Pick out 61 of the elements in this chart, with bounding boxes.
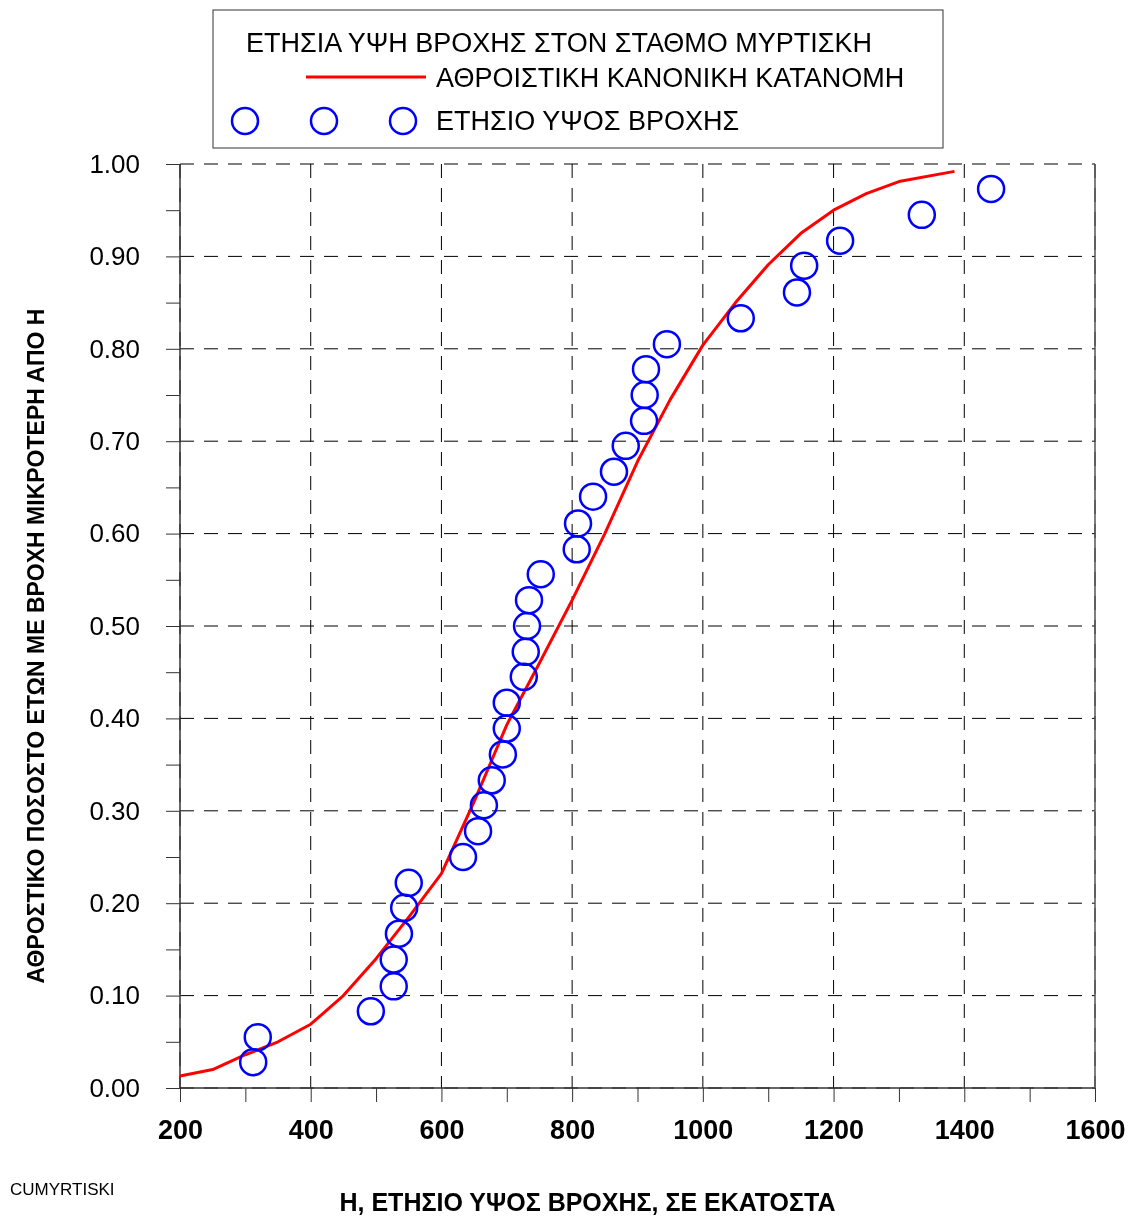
point: [630, 380, 659, 410]
point: [789, 251, 819, 280]
point: [578, 482, 608, 511]
point: [726, 304, 756, 333]
text: CUMYRTISKI: [10, 1180, 115, 1199]
point: [511, 637, 540, 667]
point: [379, 972, 408, 1001]
y-tick-label: 0.80: [89, 333, 140, 364]
legend-title: ΕΤΗΣΙΑ ΥΨΗ ΒΡΟΧΗΣ ΣΤΟΝ ΣΤΑΘΜΟ ΜΥΡΤΙΣΚΗ: [246, 28, 873, 58]
point: [629, 406, 659, 436]
point: [526, 560, 556, 589]
point: [825, 226, 855, 255]
y-tick-label: 0.20: [89, 888, 140, 919]
point: [379, 945, 408, 974]
point: [492, 714, 522, 743]
point: [389, 893, 419, 923]
y-tick-label: 0.00: [89, 1072, 140, 1103]
y-tick-label: 0.50: [89, 610, 140, 641]
x-axis-title: Η, ΕΤΗΣΙΟ ΥΨΟΣ ΒΡΟΧΗΣ, ΣΕ ΕΚΑΤΟΣΤΑ: [339, 1188, 836, 1216]
point: [631, 354, 661, 384]
point: [356, 997, 386, 1026]
y-tick-label: 0.70: [89, 426, 140, 457]
point: [463, 816, 493, 846]
x-tick-label: 1000: [673, 1115, 734, 1146]
point: [509, 662, 539, 692]
y-tick-label: 0.40: [89, 703, 140, 734]
point: [512, 611, 542, 641]
point: [563, 509, 593, 538]
line-series: [178, 169, 956, 1078]
point: [562, 535, 591, 564]
point: [384, 919, 414, 948]
point: [488, 740, 518, 769]
legend-label: ΑΘΡΟΙΣΤΙΚΗ ΚΑΝΟΝΙΚΗ ΚΑΤΑΝΟΜΗ: [436, 63, 905, 93]
point: [492, 688, 522, 717]
y-tick-label: 0.10: [89, 980, 140, 1011]
point: [611, 431, 640, 461]
point: [477, 766, 506, 795]
point: [652, 329, 682, 359]
point: [976, 174, 1006, 204]
x-tick-label: 600: [419, 1115, 465, 1146]
y-tick-label: 0.90: [89, 241, 140, 272]
y-tick-label: 1.00: [89, 148, 140, 179]
y-tick-label: 0.30: [89, 795, 140, 826]
point: [599, 457, 629, 486]
x-tick-label: 1600: [1065, 1115, 1126, 1146]
point: [448, 842, 478, 872]
x-tick-label: 1200: [804, 1115, 865, 1146]
x-tick-label: 1400: [934, 1115, 995, 1146]
point: [469, 791, 499, 820]
point: [514, 585, 544, 615]
point: [238, 1047, 268, 1077]
point: [907, 200, 937, 230]
point: [394, 868, 423, 898]
x-tick-label: 400: [288, 1115, 334, 1146]
legend-label: ΕΤΗΣΙΟ ΥΨΟΣ ΒΡΟΧΗΣ: [436, 106, 740, 136]
y-axis-title: ΑΘΡΟΣΤΙΚΟ ΠΟΣΟΣΤΟ ΕΤΩΝ ΜΕ ΒΡΟΧΗ ΜΙΚΡΟΤΕΡΗ ΑΠΟ Η: [23, 308, 49, 984]
x-tick-label: 800: [550, 1115, 596, 1146]
x-tick-label: 200: [157, 1115, 204, 1146]
point: [243, 1022, 273, 1052]
point: [782, 278, 812, 307]
y-tick-label: 0.60: [89, 518, 140, 549]
